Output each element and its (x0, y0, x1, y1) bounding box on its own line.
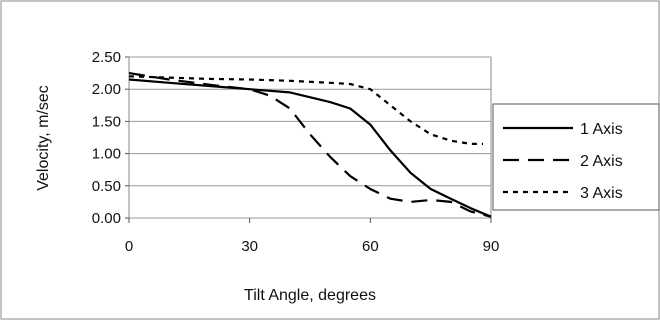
y-axis-label: Velocity, m/sec (35, 85, 52, 191)
legend-label: 1 Axis (580, 121, 623, 138)
x-tick-label: 0 (125, 238, 133, 255)
x-tick-label: 90 (483, 238, 500, 255)
y-tick-label: 0.00 (92, 210, 121, 227)
x-tick-label: 30 (241, 238, 258, 255)
y-tick-label: 1.00 (92, 146, 121, 163)
tick-layer: 0.00 0.50 1.00 1.50 2.00 2.50 0 30 60 90 (92, 49, 500, 255)
y-tick-label: 0.50 (92, 178, 121, 195)
y-tick-label: 1.50 (92, 113, 121, 130)
y-tick-label: 2.50 (92, 49, 121, 66)
x-tick-label: 60 (362, 238, 379, 255)
legend-label: 2 Axis (580, 153, 623, 170)
legend-items: 1 Axis 2 Axis 3 Axis (503, 121, 623, 202)
grid-layer (129, 56, 491, 219)
y-tick-label: 2.00 (92, 81, 121, 98)
legend: 1 Axis 2 Axis 3 Axis (492, 103, 660, 211)
legend-box (492, 103, 660, 211)
series-line-2-axis (128, 72, 492, 218)
x-axis-label: Tilt Angle, degrees (244, 287, 376, 304)
series-layer (128, 72, 492, 218)
series-line-3-axis (128, 75, 483, 145)
legend-label: 3 Axis (580, 185, 623, 202)
